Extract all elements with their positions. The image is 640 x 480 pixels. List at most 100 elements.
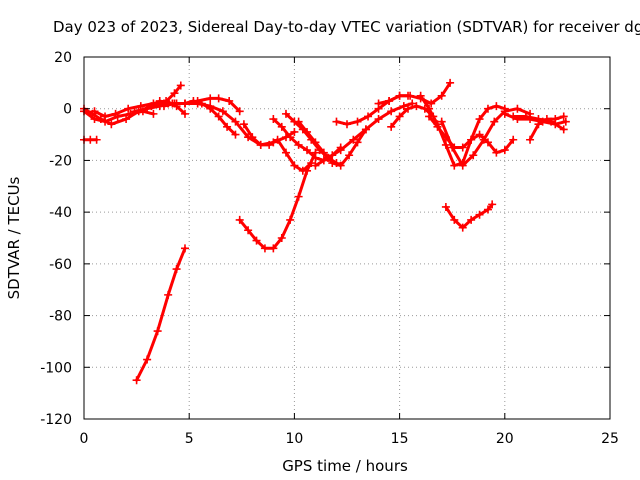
data-point xyxy=(319,148,328,157)
data-point xyxy=(458,223,467,232)
data-point xyxy=(269,244,278,253)
data-point xyxy=(492,102,501,111)
x-tick-label: 20 xyxy=(496,431,514,447)
data-point xyxy=(143,355,152,364)
data-point xyxy=(490,117,499,126)
data-point xyxy=(294,117,303,126)
data-point xyxy=(303,146,312,155)
data-point xyxy=(364,112,373,121)
data-point xyxy=(412,102,421,111)
data-point xyxy=(374,115,383,124)
data-point xyxy=(111,109,120,118)
data-point xyxy=(235,107,244,116)
data-point xyxy=(311,153,320,162)
data-point xyxy=(311,138,320,147)
data-point xyxy=(479,135,488,144)
data-point xyxy=(231,117,240,126)
data-point xyxy=(395,112,404,121)
data-point xyxy=(273,135,282,144)
data-point xyxy=(260,244,269,253)
data-point xyxy=(513,104,522,113)
x-tick-label: 10 xyxy=(285,431,303,447)
data-point xyxy=(416,91,425,100)
data-point xyxy=(256,140,265,149)
data-point xyxy=(214,112,223,121)
data-point xyxy=(345,151,354,160)
data-point xyxy=(214,94,223,103)
data-point xyxy=(509,135,518,144)
data-point xyxy=(298,166,307,175)
data-point xyxy=(353,117,362,126)
data-point xyxy=(441,140,450,149)
y-tick-label: -20 xyxy=(49,153,72,169)
data-point xyxy=(155,96,164,105)
data-point xyxy=(446,78,455,87)
data-point xyxy=(132,376,141,385)
y-axis-label: SDTVAR / TECUs xyxy=(5,176,23,299)
data-point xyxy=(281,148,290,157)
data-point xyxy=(559,112,568,121)
data-point xyxy=(441,202,450,211)
data-point xyxy=(244,226,253,235)
data-point xyxy=(281,109,290,118)
data-point xyxy=(483,205,492,214)
data-point xyxy=(235,215,244,224)
data-point xyxy=(96,115,105,124)
data-point xyxy=(248,133,257,142)
data-point xyxy=(425,104,434,113)
data-point xyxy=(475,210,484,219)
data-point xyxy=(225,96,234,105)
data-point xyxy=(324,153,333,162)
data-point xyxy=(374,99,383,108)
data-point xyxy=(265,140,274,149)
y-tick-label: -40 xyxy=(49,205,72,221)
data-point xyxy=(153,327,162,336)
data-point xyxy=(122,115,131,124)
data-point xyxy=(500,146,509,155)
data-point xyxy=(542,115,551,124)
series-arc-j xyxy=(239,120,316,175)
data-point xyxy=(509,112,518,121)
data-point xyxy=(277,234,286,242)
data-point xyxy=(561,117,570,126)
data-point xyxy=(387,122,396,131)
data-point xyxy=(534,120,543,129)
chart-title: Day 023 of 2023, Sidereal Day-to-day VTE… xyxy=(53,18,640,36)
data-point xyxy=(206,94,215,103)
data-point xyxy=(170,99,179,108)
x-axis-label: GPS time / hours xyxy=(282,457,408,475)
x-tick-label: 25 xyxy=(601,431,619,447)
data-point xyxy=(206,102,215,111)
x-tick-label: 0 xyxy=(80,431,89,447)
data-point xyxy=(551,115,560,124)
series-arc-x xyxy=(526,112,568,144)
data-point xyxy=(290,161,299,170)
y-tick-label: 0 xyxy=(63,102,72,118)
data-point xyxy=(500,109,509,118)
data-point xyxy=(143,104,152,113)
data-point xyxy=(448,143,457,152)
y-axis: -120 -100 -80 -60 -40 -20 0 20 xyxy=(40,50,610,428)
data-point xyxy=(92,135,101,144)
data-point xyxy=(488,200,497,209)
data-point xyxy=(124,104,133,113)
series-arc-n xyxy=(311,99,417,170)
data-point xyxy=(433,122,442,131)
series-line xyxy=(135,246,187,382)
data-point xyxy=(277,122,286,131)
data-point xyxy=(101,112,110,121)
series-line xyxy=(377,81,452,105)
series-line xyxy=(389,104,435,129)
data-point xyxy=(231,130,240,139)
data-point xyxy=(475,115,484,124)
data-point xyxy=(361,125,370,134)
series-arc-u xyxy=(441,200,497,232)
data-point xyxy=(483,104,492,113)
data-point xyxy=(294,192,303,201)
data-point xyxy=(336,161,345,170)
data-point xyxy=(437,117,446,126)
data-point xyxy=(469,151,478,160)
data-point xyxy=(180,244,189,253)
data-point xyxy=(450,161,459,170)
data-point xyxy=(172,265,181,274)
